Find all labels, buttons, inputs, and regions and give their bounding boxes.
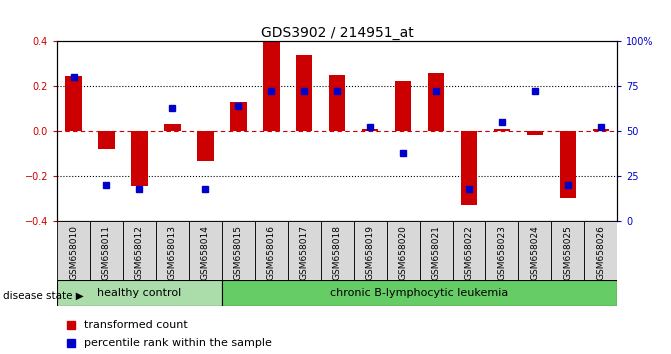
Bar (329, 75, 346, 131)
Title: GDS3902 / 214951_at: GDS3902 / 214951_at (261, 26, 413, 40)
Text: GSM658025: GSM658025 (564, 225, 572, 280)
Bar (132, 131, 148, 186)
Text: percentile rank within the sample: percentile rank within the sample (84, 338, 272, 348)
Bar (419, 221, 452, 280)
Bar (98, 131, 115, 149)
Bar (354, 221, 386, 280)
Bar (386, 221, 419, 280)
Bar (222, 221, 255, 280)
Bar (65, 76, 82, 131)
Text: GSM658014: GSM658014 (201, 225, 210, 280)
Bar (592, 129, 609, 131)
Bar (57, 280, 222, 306)
Bar (321, 221, 354, 280)
Text: GSM658018: GSM658018 (333, 225, 342, 280)
Bar (197, 131, 213, 161)
Text: GSM658024: GSM658024 (530, 225, 539, 280)
Bar (230, 102, 246, 131)
Text: GSM658016: GSM658016 (267, 225, 276, 280)
Bar (461, 131, 477, 205)
Text: disease state ▶: disease state ▶ (3, 291, 84, 301)
Bar (428, 73, 444, 131)
Bar (288, 221, 321, 280)
Text: GSM658013: GSM658013 (168, 225, 177, 280)
Text: GSM658023: GSM658023 (497, 225, 507, 280)
Text: GSM658026: GSM658026 (597, 225, 605, 280)
Text: GSM658011: GSM658011 (102, 225, 111, 280)
Bar (90, 221, 123, 280)
Bar (452, 221, 486, 280)
Bar (519, 221, 552, 280)
Text: transformed count: transformed count (84, 320, 188, 330)
Text: GSM658020: GSM658020 (399, 225, 407, 280)
Bar (255, 221, 288, 280)
Bar (189, 221, 222, 280)
Bar (395, 81, 411, 131)
Text: GSM658017: GSM658017 (300, 225, 309, 280)
Text: GSM658012: GSM658012 (135, 225, 144, 280)
Bar (263, 42, 280, 131)
Bar (486, 221, 519, 280)
Bar (584, 221, 617, 280)
Text: healthy control: healthy control (97, 288, 182, 298)
Text: GSM658019: GSM658019 (366, 225, 374, 280)
Text: chronic B-lymphocytic leukemia: chronic B-lymphocytic leukemia (330, 288, 509, 298)
Bar (156, 221, 189, 280)
Bar (494, 129, 510, 131)
Bar (527, 131, 543, 136)
Bar (552, 221, 584, 280)
Text: GSM658021: GSM658021 (431, 225, 441, 280)
Bar (164, 124, 180, 131)
Text: GSM658022: GSM658022 (464, 225, 474, 280)
Bar (123, 221, 156, 280)
Text: GSM658010: GSM658010 (69, 225, 78, 280)
Bar (362, 129, 378, 131)
Bar (222, 280, 617, 306)
Bar (57, 221, 90, 280)
Bar (560, 131, 576, 198)
Text: GSM658015: GSM658015 (234, 225, 243, 280)
Bar (296, 55, 313, 131)
